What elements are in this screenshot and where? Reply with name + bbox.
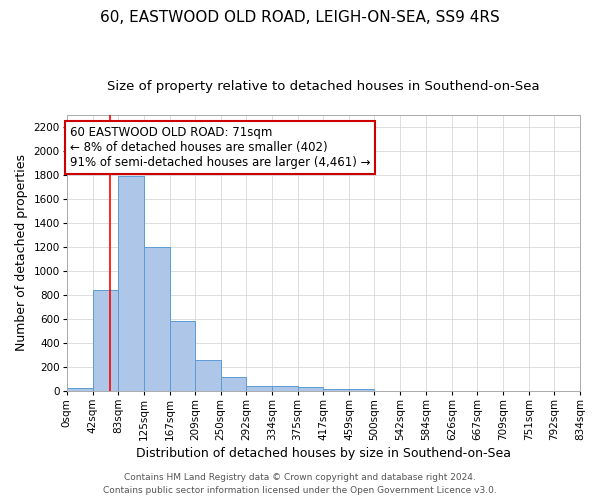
Bar: [143, 247, 170, 391]
Text: 60, EASTWOOD OLD ROAD, LEIGH-ON-SEA, SS9 4RS: 60, EASTWOOD OLD ROAD, LEIGH-ON-SEA, SS9…: [100, 10, 500, 25]
Bar: [118, 176, 143, 391]
Bar: [298, 388, 323, 391]
Text: 60 EASTWOOD OLD ROAD: 71sqm
← 8% of detached houses are smaller (402)
91% of sem: 60 EASTWOOD OLD ROAD: 71sqm ← 8% of deta…: [70, 126, 370, 169]
Bar: [67, 388, 92, 391]
X-axis label: Distribution of detached houses by size in Southend-on-Sea: Distribution of detached houses by size …: [136, 447, 511, 460]
Text: Contains HM Land Registry data © Crown copyright and database right 2024.
Contai: Contains HM Land Registry data © Crown c…: [103, 474, 497, 495]
Bar: [247, 386, 272, 391]
Bar: [272, 386, 298, 391]
Y-axis label: Number of detached properties: Number of detached properties: [15, 154, 28, 352]
Bar: [349, 389, 374, 391]
Bar: [196, 360, 221, 391]
Bar: [221, 376, 247, 391]
Title: Size of property relative to detached houses in Southend-on-Sea: Size of property relative to detached ho…: [107, 80, 539, 93]
Bar: [92, 290, 118, 391]
Bar: [323, 388, 349, 391]
Bar: [170, 322, 196, 391]
